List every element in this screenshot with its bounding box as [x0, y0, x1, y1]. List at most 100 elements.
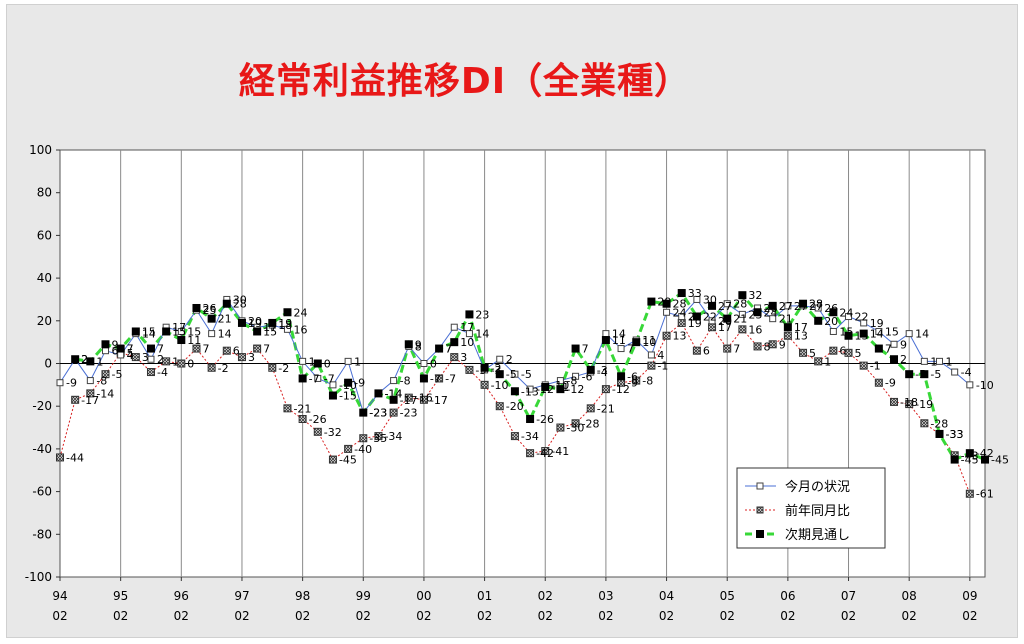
data-label: -20 — [506, 400, 524, 413]
data-label: 6 — [233, 345, 240, 358]
point-yoy — [526, 449, 535, 458]
point-yoy — [753, 342, 762, 351]
data-label: 28 — [733, 298, 747, 311]
data-label: -2 — [218, 362, 229, 375]
data-label: 22 — [688, 311, 702, 324]
point-current — [177, 327, 185, 335]
point-outlook — [404, 340, 413, 349]
data-label: -9 — [66, 377, 77, 390]
point-outlook — [344, 378, 353, 387]
data-label: 14 — [142, 328, 156, 341]
point-outlook — [162, 327, 171, 336]
x-axis: 94 02 95 02 96 02 97 02 98 02 99 02 00 02 01 02 02 02 03 02… — [52, 577, 977, 623]
x-tick-label-month: 02 — [962, 609, 977, 623]
point-outlook — [526, 415, 535, 424]
point-yoy — [71, 395, 80, 404]
point-outlook — [298, 374, 307, 383]
y-tick-label: 80 — [37, 186, 52, 200]
data-label: 27 — [809, 300, 823, 313]
data-label: -43 — [961, 449, 979, 462]
point-current — [951, 368, 959, 376]
x-tick-label-year: 09 — [962, 589, 977, 603]
data-label: -34 — [384, 430, 402, 443]
point-current — [936, 357, 944, 365]
data-label: 9 — [779, 338, 786, 351]
point-yoy — [207, 363, 216, 372]
data-label: -17 — [400, 394, 418, 407]
point-current — [496, 355, 504, 363]
point-outlook — [783, 323, 792, 332]
point-yoy — [146, 368, 155, 377]
point-outlook — [116, 344, 125, 353]
legend: 今月の状況 前年同月比 次期見通し — [736, 467, 886, 549]
data-label: -45 — [991, 454, 1009, 467]
data-label: -1 — [870, 360, 881, 373]
data-label: -5 — [521, 368, 532, 381]
data-label: 11 — [612, 334, 626, 347]
data-label: -7 — [324, 372, 335, 385]
point-current — [905, 330, 913, 338]
point-outlook — [844, 331, 853, 340]
data-label: 1 — [309, 355, 316, 368]
x-tick-label-month: 02 — [841, 609, 856, 623]
point-outlook — [222, 299, 231, 308]
point-outlook — [146, 344, 155, 353]
point-yoy — [692, 346, 701, 355]
x-tick-label-month: 02 — [174, 609, 189, 623]
data-label: 8 — [764, 340, 771, 353]
data-label: 0 — [324, 358, 331, 371]
point-outlook — [313, 359, 322, 368]
point-outlook — [571, 344, 580, 353]
data-label: -33 — [946, 428, 964, 441]
data-label: -5 — [915, 368, 926, 381]
data-label: -21 — [293, 402, 311, 415]
y-tick-label: 20 — [37, 314, 52, 328]
data-label: -18 — [900, 396, 918, 409]
data-label: 10 — [642, 336, 656, 349]
point-yoy — [571, 419, 580, 428]
data-label: 26 — [764, 302, 778, 315]
y-tick-label: -60 — [32, 485, 52, 499]
point-yoy — [738, 325, 747, 334]
data-label: 8 — [415, 340, 422, 353]
x-tick-label-year: 05 — [720, 589, 735, 603]
data-label: 6 — [839, 345, 846, 358]
data-label: 0 — [187, 358, 194, 371]
point-current — [678, 313, 686, 321]
data-label: 7 — [627, 343, 634, 356]
data-label: 21 — [779, 313, 793, 326]
point-current — [966, 381, 974, 389]
point-yoy — [480, 380, 489, 389]
point-yoy — [253, 344, 262, 353]
point-yoy — [874, 378, 883, 387]
point-current — [390, 377, 398, 385]
data-label: 1 — [930, 355, 937, 368]
data-label: 9 — [900, 338, 907, 351]
point-yoy — [359, 434, 368, 443]
point-yoy — [662, 331, 671, 340]
data-label: 1 — [96, 355, 103, 368]
x-tick-label-month: 02 — [416, 609, 431, 623]
point-current — [101, 347, 109, 355]
x-tick-label-month: 02 — [113, 609, 128, 623]
point-outlook — [359, 408, 368, 417]
data-label: 5 — [127, 347, 134, 360]
point-outlook — [556, 385, 565, 394]
data-label: -30 — [566, 422, 584, 435]
legend-marker-current — [756, 482, 764, 490]
data-label: 3 — [460, 351, 467, 364]
legend-marker-yoy — [756, 506, 764, 514]
data-label: 2 — [81, 353, 88, 366]
point-yoy — [783, 331, 792, 340]
data-label: -34 — [521, 430, 539, 443]
data-label: 26 — [202, 302, 216, 315]
x-tick-label-year: 08 — [902, 589, 917, 603]
point-yoy — [905, 400, 914, 409]
point-current — [556, 377, 564, 385]
data-label: -12 — [536, 383, 554, 396]
point-yoy — [101, 370, 110, 379]
point-yoy — [131, 353, 140, 362]
data-label: 4 — [657, 349, 664, 362]
y-tick-label: -100 — [25, 570, 52, 584]
data-label: 28 — [809, 298, 823, 311]
